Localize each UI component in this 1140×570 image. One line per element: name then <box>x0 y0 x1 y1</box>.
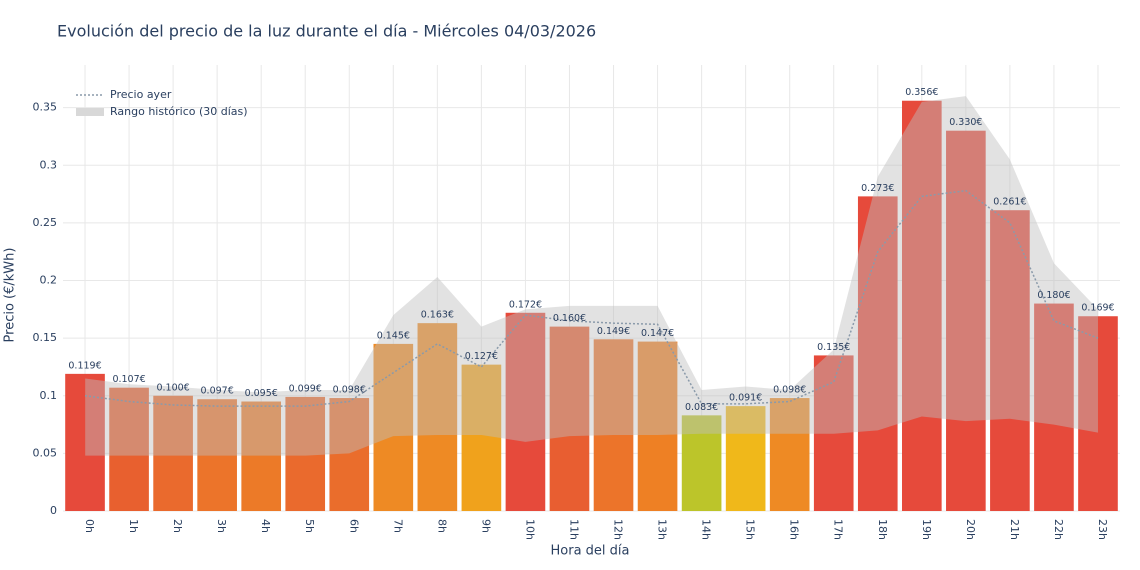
y-tick-label: 0.35 <box>33 101 58 114</box>
bar <box>417 323 458 511</box>
data-label: 0.083€ <box>685 402 718 413</box>
data-label: 0.119€ <box>68 360 101 371</box>
x-tick-label: 6h <box>347 519 360 533</box>
x-tick-label: 15h <box>744 519 757 540</box>
data-label: 0.160€ <box>553 313 586 324</box>
x-tick-label: 11h <box>567 519 580 540</box>
legend-label: Rango histórico (30 días) <box>110 105 248 118</box>
bar <box>637 341 678 511</box>
data-label: 0.169€ <box>1081 303 1114 314</box>
bar <box>329 398 370 511</box>
x-tick-label: 18h <box>876 519 889 540</box>
data-label: 0.180€ <box>1037 290 1070 301</box>
x-tick-label: 22h <box>1052 519 1065 540</box>
data-label: 0.147€ <box>641 328 674 339</box>
y-tick-label: 0.1 <box>40 389 58 402</box>
bar <box>285 396 326 511</box>
data-label: 0.100€ <box>156 382 189 393</box>
data-label: 0.273€ <box>861 183 894 194</box>
bar <box>901 100 942 511</box>
bars <box>65 100 1118 512</box>
data-label: 0.149€ <box>597 326 630 337</box>
x-tick-label: 8h <box>435 519 448 533</box>
data-label: 0.107€ <box>112 374 145 385</box>
x-tick-label: 21h <box>1008 519 1021 540</box>
data-label: 0.098€ <box>333 385 366 396</box>
data-label: 0.330€ <box>949 117 982 128</box>
x-tick-label: 2h <box>171 519 184 533</box>
x-tick-label: 19h <box>920 519 933 540</box>
bar <box>946 130 986 511</box>
data-label: 0.135€ <box>817 342 850 353</box>
historical-range <box>85 96 1098 456</box>
y-tick-label: 0.2 <box>40 274 58 287</box>
x-tick-label: 5h <box>303 519 316 533</box>
bar <box>990 210 1030 512</box>
x-tick-label: 17h <box>832 519 845 540</box>
bar <box>373 343 414 511</box>
x-tick-label: 23h <box>1096 519 1109 540</box>
y-tick-label: 0.25 <box>33 216 58 229</box>
data-label: 0.163€ <box>421 310 454 321</box>
bar <box>109 387 149 511</box>
y-tick-label: 0 <box>50 504 57 517</box>
labels: 0 0.05 0.1 0.15 0.2 0.25 0.3 0.35 0h 1h 2h 3h 4h 5h 6h… <box>33 87 1115 540</box>
bar <box>153 395 193 511</box>
x-tick-label: 10h <box>523 519 536 540</box>
x-tick-label: 13h <box>656 519 669 540</box>
data-label: 0.145€ <box>377 330 410 341</box>
data-label: 0.091€ <box>729 393 762 404</box>
x-tick-label: 0h <box>83 519 96 533</box>
bar <box>725 406 766 511</box>
bar <box>549 326 590 511</box>
bar <box>461 364 502 511</box>
bar <box>857 196 898 511</box>
x-tick-label: 12h <box>612 519 625 540</box>
data-label: 0.097€ <box>201 386 234 397</box>
y-tick-label: 0.3 <box>40 158 58 171</box>
y-axis-title: Precio (€/kWh) <box>3 248 18 343</box>
bar <box>1034 303 1074 511</box>
bar <box>197 399 237 511</box>
bar <box>241 401 282 511</box>
yesterday-line <box>84 189 1099 407</box>
x-tick-label: 3h <box>215 519 228 533</box>
overlays <box>84 96 1099 456</box>
data-label: 0.127€ <box>465 351 498 362</box>
y-tick-label: 0.05 <box>33 446 58 459</box>
data-label: 0.099€ <box>289 383 322 394</box>
data-label: 0.356€ <box>905 87 938 98</box>
data-label: 0.261€ <box>993 197 1026 208</box>
x-tick-label: 1h <box>127 519 140 533</box>
data-label: 0.095€ <box>245 388 278 399</box>
legend: Precio ayer Rango histórico (30 días) <box>76 88 248 118</box>
chart-title: Evolución del precio de la luz durante e… <box>57 22 596 41</box>
bar <box>65 373 105 511</box>
bar <box>505 312 546 511</box>
bar <box>681 415 722 511</box>
bar <box>769 398 810 511</box>
data-label: 0.172€ <box>509 299 542 310</box>
x-tick-label: 7h <box>391 519 404 533</box>
bar <box>1078 316 1118 511</box>
bar <box>593 339 634 511</box>
legend-label: Precio ayer <box>110 88 172 101</box>
x-tick-label: 16h <box>788 519 801 540</box>
data-label: 0.098€ <box>773 385 806 396</box>
x-tick-label: 20h <box>964 519 977 540</box>
y-tick-label: 0.15 <box>33 331 58 344</box>
x-axis-title: Hora del día <box>551 544 630 559</box>
x-tick-label: 14h <box>700 519 713 540</box>
x-tick-label: 4h <box>259 519 272 533</box>
x-tick-label: 9h <box>479 519 492 533</box>
